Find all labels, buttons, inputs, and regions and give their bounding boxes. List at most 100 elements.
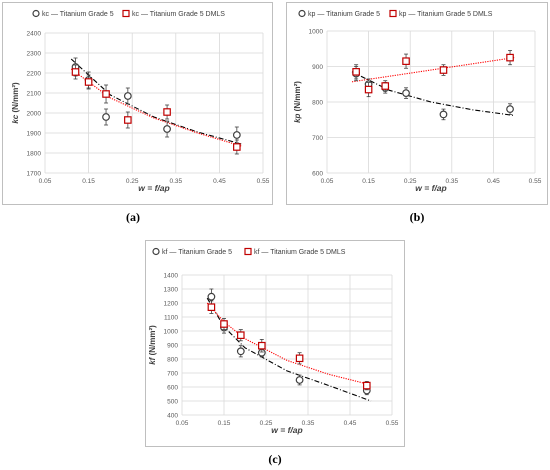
data-point-series-2 xyxy=(71,64,80,80)
x-tick-label: 0.35 xyxy=(302,420,315,427)
x-tick-label: 0.05 xyxy=(39,178,52,185)
square-marker xyxy=(257,341,266,350)
circle-marker xyxy=(402,89,410,98)
legend-marker-square xyxy=(389,9,397,18)
x-tick-label: 0.45 xyxy=(344,420,357,427)
y-axis-label: kc (N/mm²) xyxy=(11,82,20,124)
data-point-series-2 xyxy=(207,300,216,314)
data-point-series-1 xyxy=(295,374,304,386)
y-tick-label: 1100 xyxy=(164,315,178,322)
data-point-series-2 xyxy=(84,74,93,90)
y-tick-label: 900 xyxy=(312,64,323,71)
trendline-series-1 xyxy=(70,58,242,145)
y-tick-label: 1400 xyxy=(164,273,179,280)
y-tick-label: 800 xyxy=(312,100,323,107)
x-tick-label: 0.55 xyxy=(529,178,542,185)
circle-marker xyxy=(123,92,132,100)
y-tick-label: 1000 xyxy=(309,29,324,36)
y-tick-label: 1200 xyxy=(164,301,179,308)
chart-panel-b: 600 700 800 900 1000 0.05 0.15 0.25 0.35 0.45 0.55… xyxy=(286,2,548,205)
square-marker xyxy=(84,78,93,86)
y-tick-label: 1800 xyxy=(27,151,42,158)
x-tick-label: 0.15 xyxy=(218,420,231,427)
data-point-series-2 xyxy=(381,80,390,92)
y-axis-label-unit: (N/mm²) xyxy=(293,81,302,114)
data-point-series-2 xyxy=(233,139,241,155)
data-point-series-1 xyxy=(506,103,514,115)
square-marker xyxy=(295,354,304,363)
x-tick-label: 0.25 xyxy=(404,178,417,185)
legend-marker-circle xyxy=(298,9,306,18)
trendline-series-1 xyxy=(206,297,372,402)
y-tick-label: 2000 xyxy=(27,111,42,118)
x-tick-label: 0.35 xyxy=(169,178,182,185)
square-marker xyxy=(236,331,245,340)
x-tick-label: 0.25 xyxy=(260,420,273,427)
y-tick-label: 500 xyxy=(167,399,178,406)
trendline-series-2 xyxy=(70,68,242,147)
y-tick-label: 2200 xyxy=(27,71,42,78)
caption-b: (b) xyxy=(409,210,425,224)
square-marker xyxy=(363,381,371,390)
data-point-series-2 xyxy=(295,352,304,365)
x-tick-label: 0.05 xyxy=(321,178,334,185)
caption-c: (c) xyxy=(268,452,282,466)
legend-marker-circle xyxy=(32,9,40,18)
x-tick-label: 0.55 xyxy=(386,420,399,427)
legend-label-series-2: kc — Titanium Grade 5 DMLS xyxy=(132,11,225,18)
y-tick-label: 1700 xyxy=(27,171,42,178)
circle-marker xyxy=(236,347,245,356)
chart-panel-a: 1700 1800 1900 2000 2100 2200 2300 2400 0.05 0.15… xyxy=(2,2,273,205)
chart-a: 1700 1800 1900 2000 2100 2200 2300 2400 0.05 0.15… xyxy=(11,9,270,193)
y-tick-label: 1900 xyxy=(27,131,42,138)
square-marker xyxy=(163,108,171,116)
square-marker xyxy=(207,303,216,312)
square-marker xyxy=(381,82,390,90)
x-tick-label: 0.45 xyxy=(213,178,226,185)
data-point-series-2 xyxy=(402,53,410,69)
legend-label-series-1: kf — Titanium Grade 5 xyxy=(162,249,232,256)
y-tick-label: 800 xyxy=(167,357,178,364)
trendline-series-2 xyxy=(351,57,515,83)
data-point-series-1 xyxy=(123,87,132,105)
data-point-series-2 xyxy=(102,84,110,104)
legend-marker-square xyxy=(244,247,252,256)
y-tick-label: 700 xyxy=(167,371,178,378)
data-point-series-2 xyxy=(257,339,266,353)
square-marker xyxy=(402,57,410,65)
x-tick-label: 0.25 xyxy=(126,178,139,185)
data-point-series-1 xyxy=(163,120,171,138)
data-point-series-2 xyxy=(163,104,171,120)
x-tick-label: 0.15 xyxy=(82,178,95,185)
square-marker xyxy=(220,320,228,328)
y-tick-label: 900 xyxy=(167,343,178,350)
data-point-series-2 xyxy=(352,64,360,80)
x-axis-label: w = f/ap xyxy=(415,183,446,193)
y-axis-label-unit: (N/mm²) xyxy=(11,82,20,115)
y-tick-label: 2300 xyxy=(27,51,42,58)
legend-label-series-1: kc — Titanium Grade 5 xyxy=(42,11,114,18)
circle-marker xyxy=(506,105,514,113)
circle-marker xyxy=(439,110,448,119)
circle-marker xyxy=(163,125,171,133)
square-marker xyxy=(102,90,110,98)
y-tick-label: 1300 xyxy=(164,287,179,294)
circle-marker xyxy=(102,113,110,121)
square-marker xyxy=(364,85,373,94)
chart-b: 600 700 800 900 1000 0.05 0.15 0.25 0.35 0.45 0.55… xyxy=(293,9,542,193)
x-tick-label: 0.45 xyxy=(487,178,500,185)
legend-marker-square xyxy=(122,9,130,18)
circle-marker xyxy=(232,131,241,139)
y-tick-label: 1000 xyxy=(164,329,179,336)
square-marker xyxy=(352,68,360,76)
y-tick-label: 600 xyxy=(167,385,178,392)
square-marker xyxy=(506,53,514,62)
square-marker xyxy=(439,66,448,74)
legend-label-series-2: kp — Titanium Grade 5 DMLS xyxy=(399,11,493,18)
trendline-series-1 xyxy=(351,71,515,117)
square-marker xyxy=(71,68,80,76)
y-tick-label: 600 xyxy=(312,171,323,178)
y-axis-label: kp (N/mm²) xyxy=(293,81,302,123)
legend-label-series-1: kp — Titanium Grade 5 xyxy=(308,11,380,18)
y-axis-label-unit: (N/mm²) xyxy=(148,325,157,358)
